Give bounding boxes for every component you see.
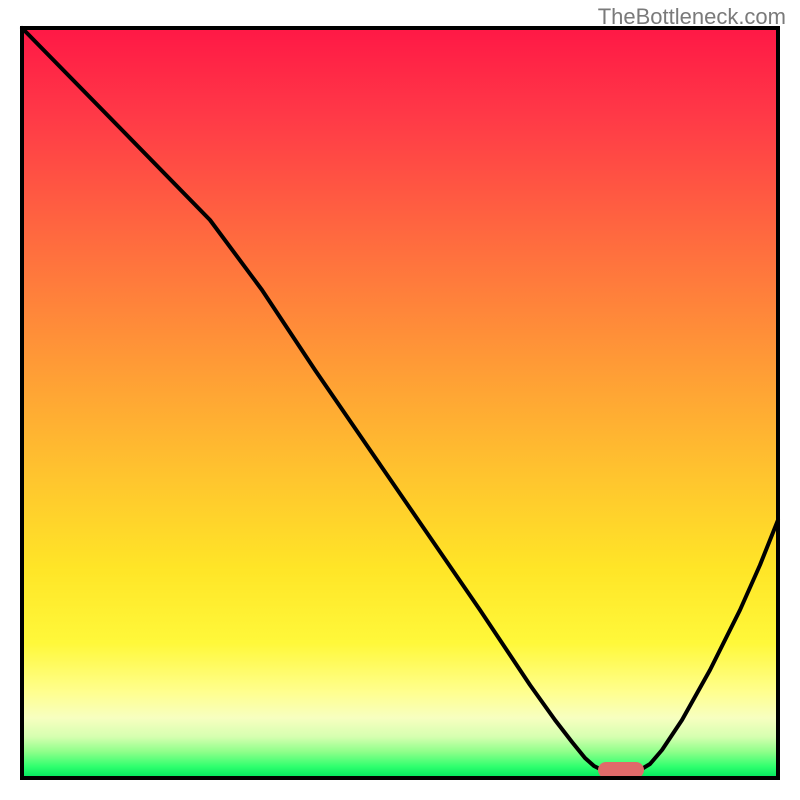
optimum-marker bbox=[598, 762, 644, 778]
gradient-background bbox=[22, 28, 778, 778]
watermark-text: TheBottleneck.com bbox=[598, 4, 786, 30]
chart-svg bbox=[0, 0, 800, 800]
chart-root: TheBottleneck.com bbox=[0, 0, 800, 800]
